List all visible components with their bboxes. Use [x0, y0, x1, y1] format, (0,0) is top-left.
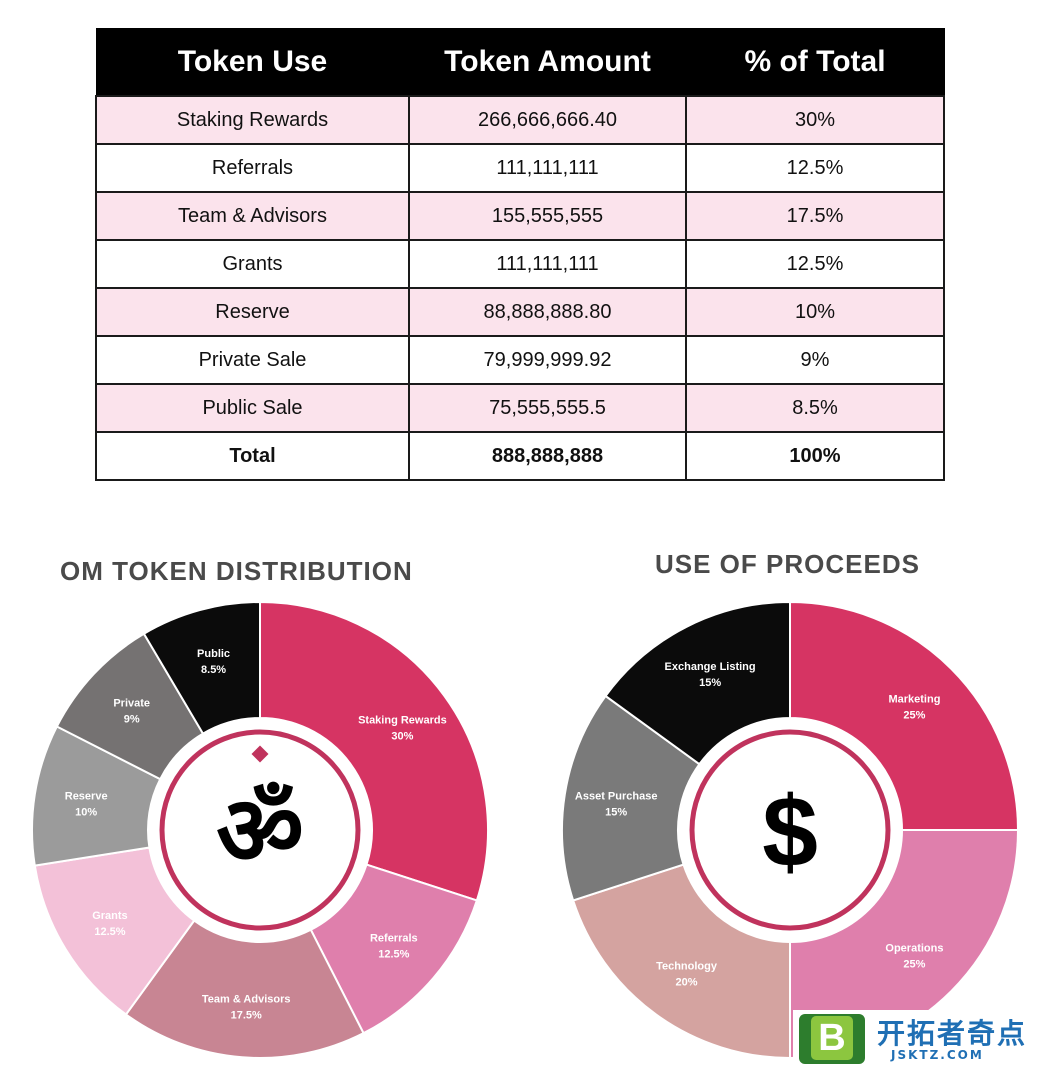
cell-percent: 12.5%	[685, 143, 945, 193]
slice-value-technology: 20%	[676, 976, 698, 988]
slice-value-grants: 12.5%	[94, 926, 125, 938]
slice-label-team-advisors: Team & Advisors	[202, 993, 291, 1005]
brand-mark-icon: B	[799, 1014, 865, 1064]
table-row: Reserve 88,888,888.80 10%	[95, 287, 945, 337]
slice-value-referrals: 12.5%	[378, 948, 409, 960]
center-ring	[159, 729, 361, 931]
donut-center-disc	[148, 718, 372, 942]
dollar-sign-icon: $	[762, 776, 818, 888]
header-token-use: Token Use	[95, 28, 410, 97]
om-distribution-donut-chart: Staking Rewards 30% Referrals 12.5% Team & A…	[31, 600, 489, 1059]
slice-label-technology: Technology	[656, 960, 718, 972]
slice-value-team-advisors: 17.5%	[231, 1009, 262, 1021]
cell-token-amount: 266,666,666.40	[408, 95, 687, 145]
brand-name-en: JSKTZ.COM	[891, 1048, 984, 1062]
cell-token-use: Reserve	[95, 287, 410, 337]
slice-label-marketing: Marketing	[888, 694, 940, 706]
slice-label-staking-rewards: Staking Rewards	[358, 715, 447, 727]
slice-value-marketing: 25%	[903, 710, 925, 722]
token-allocation-table: Token Use Token Amount % of Total Stakin…	[95, 28, 945, 481]
cell-token-amount: 79,999,999.92	[408, 335, 687, 385]
slice-value-operations: 25%	[903, 958, 925, 970]
slice-value-staking-rewards: 30%	[391, 731, 413, 743]
use-of-proceeds-donut-chart: Marketing 25% Operations 25% Technology 20% As…	[561, 600, 1020, 1060]
cell-percent: 12.5%	[685, 239, 945, 289]
cell-token-amount: 111,111,111	[408, 143, 687, 193]
slice-value-reserve: 10%	[75, 806, 97, 818]
center-ring	[689, 729, 891, 931]
slice-label-public: Public	[197, 648, 230, 660]
cell-percent: 8.5%	[685, 383, 945, 433]
cell-token-amount: 75,555,555.5	[408, 383, 687, 433]
header-token-amount: Token Amount	[408, 28, 687, 97]
cell-total-percent: 100%	[685, 431, 945, 481]
slice-label-reserve: Reserve	[65, 790, 108, 802]
slice-label-operations: Operations	[885, 942, 943, 954]
slice-value-exchange-listing: 15%	[699, 677, 721, 689]
cell-percent: 9%	[685, 335, 945, 385]
header-percent-total: % of Total	[685, 28, 945, 97]
slice-value-public: 8.5%	[201, 664, 226, 676]
om-diamond-dot-icon	[251, 745, 269, 763]
slice-label-grants: Grants	[92, 910, 127, 922]
table-total-row: Total 888,888,888 100%	[95, 431, 945, 481]
table-row: Public Sale 75,555,555.5 8.5%	[95, 383, 945, 433]
cell-total-label: Total	[95, 431, 410, 481]
slice-label-referrals: Referrals	[370, 932, 418, 944]
table-row: Team & Advisors 155,555,555 17.5%	[95, 191, 945, 241]
donut-center-disc	[678, 718, 902, 942]
om-symbol-icon: ॐ	[216, 775, 304, 887]
cell-token-use: Team & Advisors	[95, 191, 410, 241]
brand-name-cn: 开拓者奇点	[877, 1017, 1028, 1050]
use-of-proceeds-title: USE OF PROCEEDS	[655, 549, 920, 579]
table-row: Grants 111,111,111 12.5%	[95, 239, 945, 289]
cell-token-use: Grants	[95, 239, 410, 289]
table-row: Staking Rewards 266,666,666.40 30%	[95, 95, 945, 145]
cell-token-use: Private Sale	[95, 335, 410, 385]
cell-percent: 10%	[685, 287, 945, 337]
cell-token-use: Referrals	[95, 143, 410, 193]
slice-label-asset-purchase: Asset Purchase	[575, 790, 658, 802]
cell-total-amount: 888,888,888	[408, 431, 687, 481]
cell-percent: 30%	[685, 95, 945, 145]
table-row: Referrals 111,111,111 12.5%	[95, 143, 945, 193]
slice-value-asset-purchase: 15%	[605, 806, 627, 818]
om-distribution-title: OM TOKEN DISTRIBUTION	[60, 556, 413, 586]
table-header-row: Token Use Token Amount % of Total	[95, 28, 945, 97]
cell-token-amount: 111,111,111	[408, 239, 687, 289]
cell-percent: 17.5%	[685, 191, 945, 241]
slice-value-private: 9%	[124, 714, 140, 726]
cell-token-amount: 88,888,888.80	[408, 287, 687, 337]
cell-token-use: Staking Rewards	[95, 95, 410, 145]
cell-token-use: Public Sale	[95, 383, 410, 433]
slice-label-exchange-listing: Exchange Listing	[665, 661, 756, 673]
cell-token-amount: 155,555,555	[408, 191, 687, 241]
slice-exchange-listing	[604, 600, 791, 766]
table-row: Private Sale 79,999,999.92 9%	[95, 335, 945, 385]
brand-logo: B 开拓者奇点 JSKTZ.COM	[793, 1010, 1038, 1068]
slice-label-private: Private	[113, 698, 150, 710]
